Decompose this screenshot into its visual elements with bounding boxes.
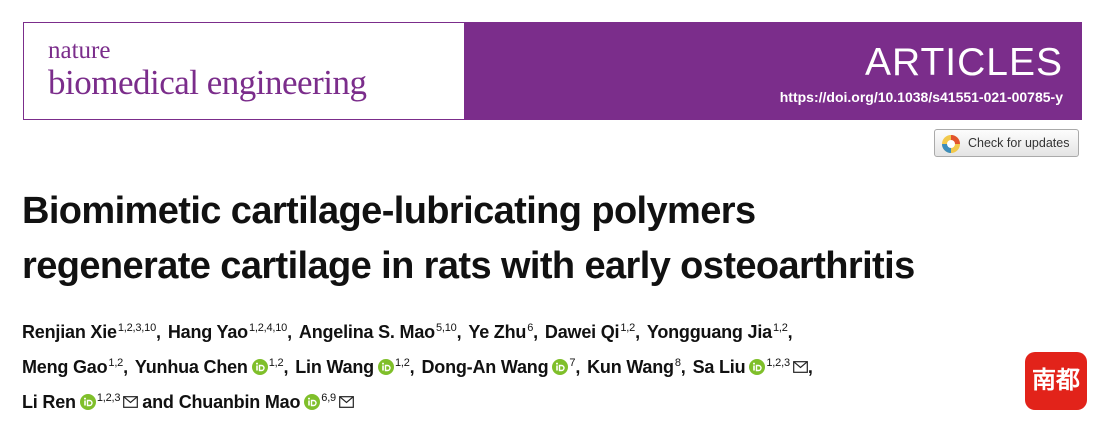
separator: , [807, 357, 813, 377]
separator: , [123, 357, 128, 377]
orcid-icon[interactable] [304, 394, 321, 414]
separator: , [287, 322, 292, 342]
separator: , [409, 357, 415, 377]
journal-name: biomedical engineering [48, 63, 367, 102]
check-updates-label: Check for updates [968, 136, 1070, 150]
orcid-icon[interactable] [377, 359, 394, 379]
orcid-icon[interactable] [79, 394, 96, 414]
affiliation: 7 [569, 357, 576, 369]
author-line: Meng Gao1,2, Yunhua Chen 1,2, Lin Wang 1,2, D… [22, 357, 820, 392]
author-name: Angelina S. Mao [298, 322, 435, 342]
email-icon[interactable] [792, 357, 808, 377]
author-line: Renjian Xie1,2,3,10, Hang Yao1,2,4,10, Ang… [22, 322, 820, 357]
update-icon [942, 135, 960, 153]
affiliation: 1,2,4,10 [248, 322, 288, 334]
separator: , [283, 357, 289, 377]
affiliation: 5,10 [435, 322, 457, 334]
separator: , [787, 322, 793, 342]
affiliation: 1,2 [268, 357, 284, 369]
author-line: Li Ren 1,2,3 and Chuanbin Mao 6,9 [22, 392, 820, 427]
affiliation: 6 [527, 322, 534, 334]
affiliation: 1,2 [772, 322, 788, 334]
affiliation: 8 [674, 357, 681, 369]
doi-link[interactable]: https://doi.org/10.1038/s41551-021-00785… [779, 89, 1063, 105]
email-icon[interactable] [339, 392, 354, 412]
separator: , [156, 322, 161, 342]
separator: , [635, 322, 640, 342]
orcid-icon[interactable] [552, 359, 569, 379]
email-icon[interactable] [123, 392, 139, 412]
separator: , [456, 322, 462, 342]
watermark: 南都 [1025, 352, 1087, 410]
title-line: Biomimetic cartilage-lubricating polymer… [22, 190, 756, 232]
author-name: Kun Wang [587, 357, 674, 377]
separator: , [680, 357, 686, 377]
journal-name-top: nature [48, 37, 111, 64]
affiliation: 1,2 [394, 357, 410, 369]
separator: and [142, 392, 174, 412]
author-name: Sa Liu [692, 357, 746, 377]
title-line: regenerate cartilage in rats with early … [22, 245, 915, 287]
check-updates-button[interactable]: Check for updates [934, 129, 1079, 157]
author-name: Lin Wang [295, 357, 374, 377]
affiliation: 1,2,3 [96, 392, 121, 404]
orcid-icon[interactable] [749, 359, 766, 379]
author-list: Renjian Xie1,2,3,10, Hang Yao1,2,4,10, Ang… [22, 322, 820, 427]
journal-logo: nature biomedical engineering [24, 23, 464, 119]
orcid-icon[interactable] [251, 359, 268, 379]
affiliation: 1,2,3 [766, 357, 790, 369]
affiliation: 1,2 [620, 322, 636, 334]
affiliation: 6,9 [321, 392, 336, 404]
header-band: ARTICLES https://doi.org/10.1038/s41551-… [464, 23, 1081, 119]
author-name: Yongguang Jia [646, 322, 772, 342]
author-name: Hang Yao [167, 322, 248, 342]
journal-header: nature biomedical engineering ARTICLES h… [23, 22, 1082, 120]
affiliation: 1,2,3,10 [117, 322, 157, 334]
author-name: Dawei Qi [544, 322, 620, 342]
author-name: Meng Gao [22, 357, 108, 377]
author-name: Ye Zhu [468, 322, 527, 342]
affiliation: 1,2 [108, 357, 124, 369]
author-name: Dong-An Wang [421, 357, 549, 377]
separator: , [533, 322, 538, 342]
author-name: Renjian Xie [22, 322, 117, 342]
author-name: Li Ren [22, 392, 76, 412]
author-name: Yunhua Chen [134, 357, 248, 377]
section-label: ARTICLES [864, 41, 1063, 84]
separator: , [575, 357, 581, 377]
author-name: Chuanbin Mao [178, 392, 301, 412]
